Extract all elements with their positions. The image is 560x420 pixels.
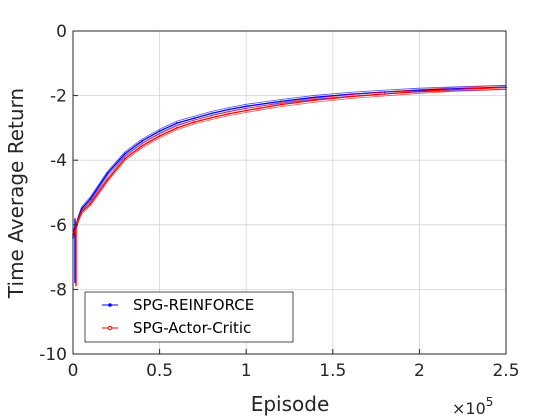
series-point-spg-actor-critic [453, 88, 455, 91]
x-tick-label: 1.5 [319, 361, 346, 381]
series-point-spg-actor-critic [106, 178, 109, 181]
series-point-spg-reinforce [245, 105, 248, 108]
y-axis-title: Time Average Return [4, 88, 28, 299]
series-point-spg-actor-critic [279, 103, 282, 106]
series-point-spg-actor-critic [80, 210, 83, 213]
series-point-spg-actor-critic [176, 127, 178, 129]
series-point-spg-reinforce [124, 152, 126, 155]
x-exponent-base: ×10 [452, 399, 486, 418]
series-point-spg-reinforce [210, 112, 213, 115]
series-group [72, 84, 507, 287]
grid [73, 31, 506, 354]
series-point-spg-actor-critic [245, 109, 248, 112]
series-point-spg-reinforce [314, 96, 317, 99]
y-tick-label: -10 [39, 345, 67, 365]
series-point-spg-actor-critic [77, 219, 80, 221]
legend-box [84, 291, 294, 343]
series-point-spg-actor-critic [193, 121, 196, 123]
y-tick-label: -8 [50, 280, 67, 300]
legend: SPG-REINFORCE SPG-Actor-Critic [84, 291, 294, 343]
series-point-spg-actor-critic [314, 99, 317, 102]
series-point-spg-reinforce [193, 117, 196, 120]
series-point-spg-reinforce [141, 139, 144, 142]
legend-item-spg-actor-critic: SPG-Actor-Critic [102, 319, 251, 337]
x-tick-label: 2.5 [492, 361, 519, 381]
ticks: 0 0.5 1 1.5 2 2.5 0 -2 -4 -6 -8 -10 [39, 22, 519, 381]
series-band-spg-actor-critic [72, 85, 507, 236]
x-exponent-label: ×105 [452, 395, 493, 418]
x-exponent-power: 5 [486, 395, 494, 409]
series-point-spg-actor-critic [158, 135, 161, 137]
series-point-spg-actor-critic [141, 144, 144, 147]
series-band-spg-reinforce [72, 84, 507, 233]
series-point-spg-reinforce [106, 172, 109, 175]
legend-marker-spg-reinforce [108, 303, 112, 307]
series-point-spg-reinforce [176, 122, 178, 124]
series-point-spg-actor-critic [75, 225, 78, 228]
plot-frame [72, 30, 507, 355]
series-band-spg-actor-critic [72, 89, 507, 240]
legend-marker-spg-actor-critic [107, 325, 113, 331]
legend-item-spg-reinforce: SPG-REINFORCE [102, 296, 254, 314]
y-tick-label: -2 [50, 87, 67, 107]
series-point-spg-actor-critic [383, 93, 386, 95]
y-tick-label: -4 [50, 151, 67, 171]
series-point-spg-actor-critic [124, 157, 126, 160]
series-point-spg-reinforce [89, 198, 92, 200]
series-point-spg-actor-critic [73, 230, 76, 233]
series-point-spg-actor-critic [227, 112, 230, 115]
x-tick-label: 2 [414, 361, 425, 381]
series-point-spg-reinforce [279, 100, 282, 103]
series-point-spg-reinforce [158, 130, 161, 133]
legend-label-spg-reinforce: SPG-REINFORCE [133, 296, 254, 314]
series-point-spg-actor-critic [210, 116, 213, 119]
x-tick-label: 0 [68, 361, 79, 381]
x-tick-label: 0.5 [146, 361, 173, 381]
y-tick-label: -6 [50, 216, 67, 236]
series-point-spg-actor-critic [349, 95, 352, 98]
series-point-spg-actor-critic [418, 90, 421, 93]
x-tick-label: 1 [241, 361, 252, 381]
x-axis-title: Episode [251, 392, 330, 416]
series-line-spg-actor-critic [72, 86, 507, 238]
series-point-spg-actor-critic [89, 202, 92, 205]
series-point-spg-reinforce [227, 108, 230, 111]
y-tick-label: 0 [56, 22, 67, 42]
legend-label-spg-actor-critic: SPG-Actor-Critic [133, 319, 251, 337]
